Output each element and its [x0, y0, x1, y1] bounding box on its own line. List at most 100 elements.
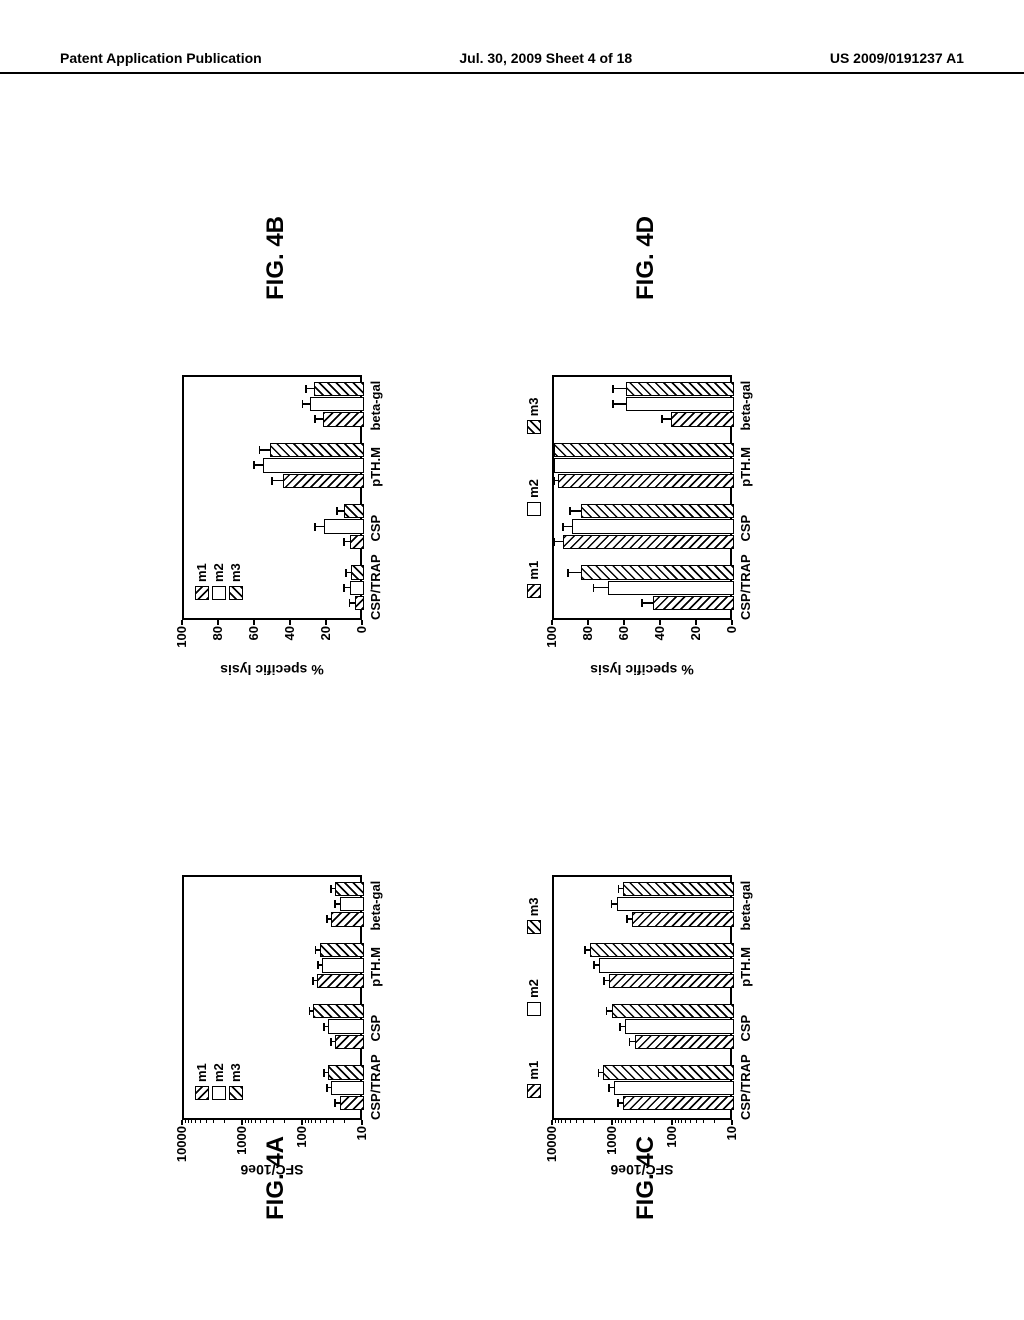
y-tick-label: 20 — [688, 626, 703, 676]
error-bar — [613, 403, 626, 405]
y-tick-label: 60 — [246, 626, 261, 676]
y-minor-tick — [561, 1120, 562, 1123]
legend-label: m3 — [526, 397, 541, 416]
x-tick-label: beta-gal — [738, 375, 753, 436]
legend: m1m2m3 — [194, 563, 245, 600]
y-tick-label: 80 — [210, 626, 225, 676]
y-tick-mark — [611, 1120, 613, 1125]
y-minor-tick — [714, 1120, 715, 1123]
error-cap — [618, 885, 620, 893]
y-minor-tick — [690, 1120, 691, 1123]
x-tick-label: CSP — [738, 998, 753, 1059]
legend-item: m1 — [194, 563, 209, 600]
error-bar — [613, 388, 626, 390]
y-minor-tick — [260, 1120, 261, 1123]
y-minor-tick — [284, 1120, 285, 1123]
y-tick-mark — [361, 1120, 363, 1125]
y-tick-mark — [671, 1120, 673, 1125]
error-bar — [594, 964, 599, 966]
x-tick-label: CSP/TRAP — [738, 559, 753, 620]
y-tick-label: 100 — [544, 626, 559, 676]
bar-m1 — [331, 912, 364, 926]
error-bar — [620, 1026, 625, 1028]
legend-swatch-m3 — [229, 586, 243, 600]
error-cap — [302, 400, 304, 408]
y-tick-label: 80 — [580, 626, 595, 676]
panel-C: SFC/10e610100100010000CSP/TRAPCSPpTH.Mbe… — [552, 800, 812, 1120]
bar-m2 — [350, 581, 364, 595]
error-cap — [553, 461, 555, 469]
error-bar — [662, 418, 671, 420]
legend-item: m1 — [526, 1061, 541, 1098]
error-cap — [606, 1007, 608, 1015]
error-cap — [345, 569, 347, 577]
error-bar — [630, 1041, 635, 1043]
error-bar — [554, 541, 563, 543]
legend-item: m1 — [194, 1063, 209, 1100]
legend-item: m3 — [228, 563, 243, 600]
y-tick-mark — [217, 620, 219, 625]
legend-label: m3 — [228, 563, 243, 582]
error-bar — [260, 449, 271, 451]
legend-item: m2 — [211, 563, 226, 600]
error-bar — [612, 903, 617, 905]
legend-item: m3 — [526, 897, 541, 934]
bar-m1 — [340, 1096, 364, 1110]
legend: m1m2m3 — [526, 375, 541, 620]
error-bar — [324, 1026, 328, 1028]
error-cap — [629, 1038, 631, 1046]
error-cap — [641, 599, 643, 607]
x-tick-label: CSP — [738, 498, 753, 559]
bar-m2 — [324, 519, 364, 533]
bar-m1 — [335, 1035, 364, 1049]
plot-box: m1m2m3 — [182, 875, 362, 1120]
error-cap — [330, 1038, 332, 1046]
error-bar — [331, 888, 335, 890]
error-bar — [346, 572, 351, 574]
error-bar — [272, 480, 283, 482]
y-tick-mark — [695, 620, 697, 625]
y-axis-label: % specific lysis — [220, 662, 324, 678]
error-cap — [619, 1023, 621, 1031]
bar-m1 — [350, 535, 364, 549]
y-tick-label: 10000 — [544, 1126, 559, 1176]
bar-m1 — [653, 596, 734, 610]
legend-label: m3 — [228, 1063, 243, 1082]
y-tick-label: 100 — [174, 626, 189, 676]
error-bar — [604, 980, 609, 982]
x-tick-label: beta-gal — [738, 875, 753, 936]
error-cap — [326, 915, 328, 923]
y-tick-mark — [731, 1120, 733, 1125]
error-cap — [562, 523, 564, 531]
legend-swatch-m2 — [527, 1002, 541, 1016]
bar-m1 — [671, 412, 734, 426]
bar-m1 — [355, 596, 364, 610]
header-right: US 2009/0191237 A1 — [830, 50, 964, 66]
panel-B: % specific lysism1m2m3020406080100CSP/TR… — [182, 300, 442, 620]
legend-label: m1 — [526, 561, 541, 580]
error-bar — [607, 1010, 612, 1012]
y-minor-tick — [185, 1120, 186, 1123]
error-cap — [305, 385, 307, 393]
x-tick-label: pTH.M — [738, 436, 753, 497]
y-minor-tick — [576, 1120, 577, 1123]
panel-A: SFC/10e6m1m2m310100100010000CSP/TRAPCSPp… — [182, 800, 442, 1120]
page-header: Patent Application Publication Jul. 30, … — [0, 50, 1024, 74]
error-cap — [626, 915, 628, 923]
error-bar — [318, 964, 322, 966]
bar-m2 — [625, 1019, 734, 1033]
error-bar — [344, 587, 349, 589]
legend-item: m2 — [526, 979, 541, 1016]
error-bar — [310, 1010, 313, 1012]
error-cap — [553, 538, 555, 546]
error-bar — [568, 572, 581, 574]
error-bar — [585, 949, 590, 951]
y-tick-mark — [659, 620, 661, 625]
error-cap — [315, 946, 317, 954]
legend-swatch-m2 — [212, 1086, 226, 1100]
y-tick-label: 20 — [318, 626, 333, 676]
y-minor-tick — [273, 1120, 274, 1123]
y-tick-label: 10 — [724, 1126, 739, 1176]
x-tick-label: CSP/TRAP — [738, 1059, 753, 1120]
y-minor-tick — [678, 1120, 679, 1123]
